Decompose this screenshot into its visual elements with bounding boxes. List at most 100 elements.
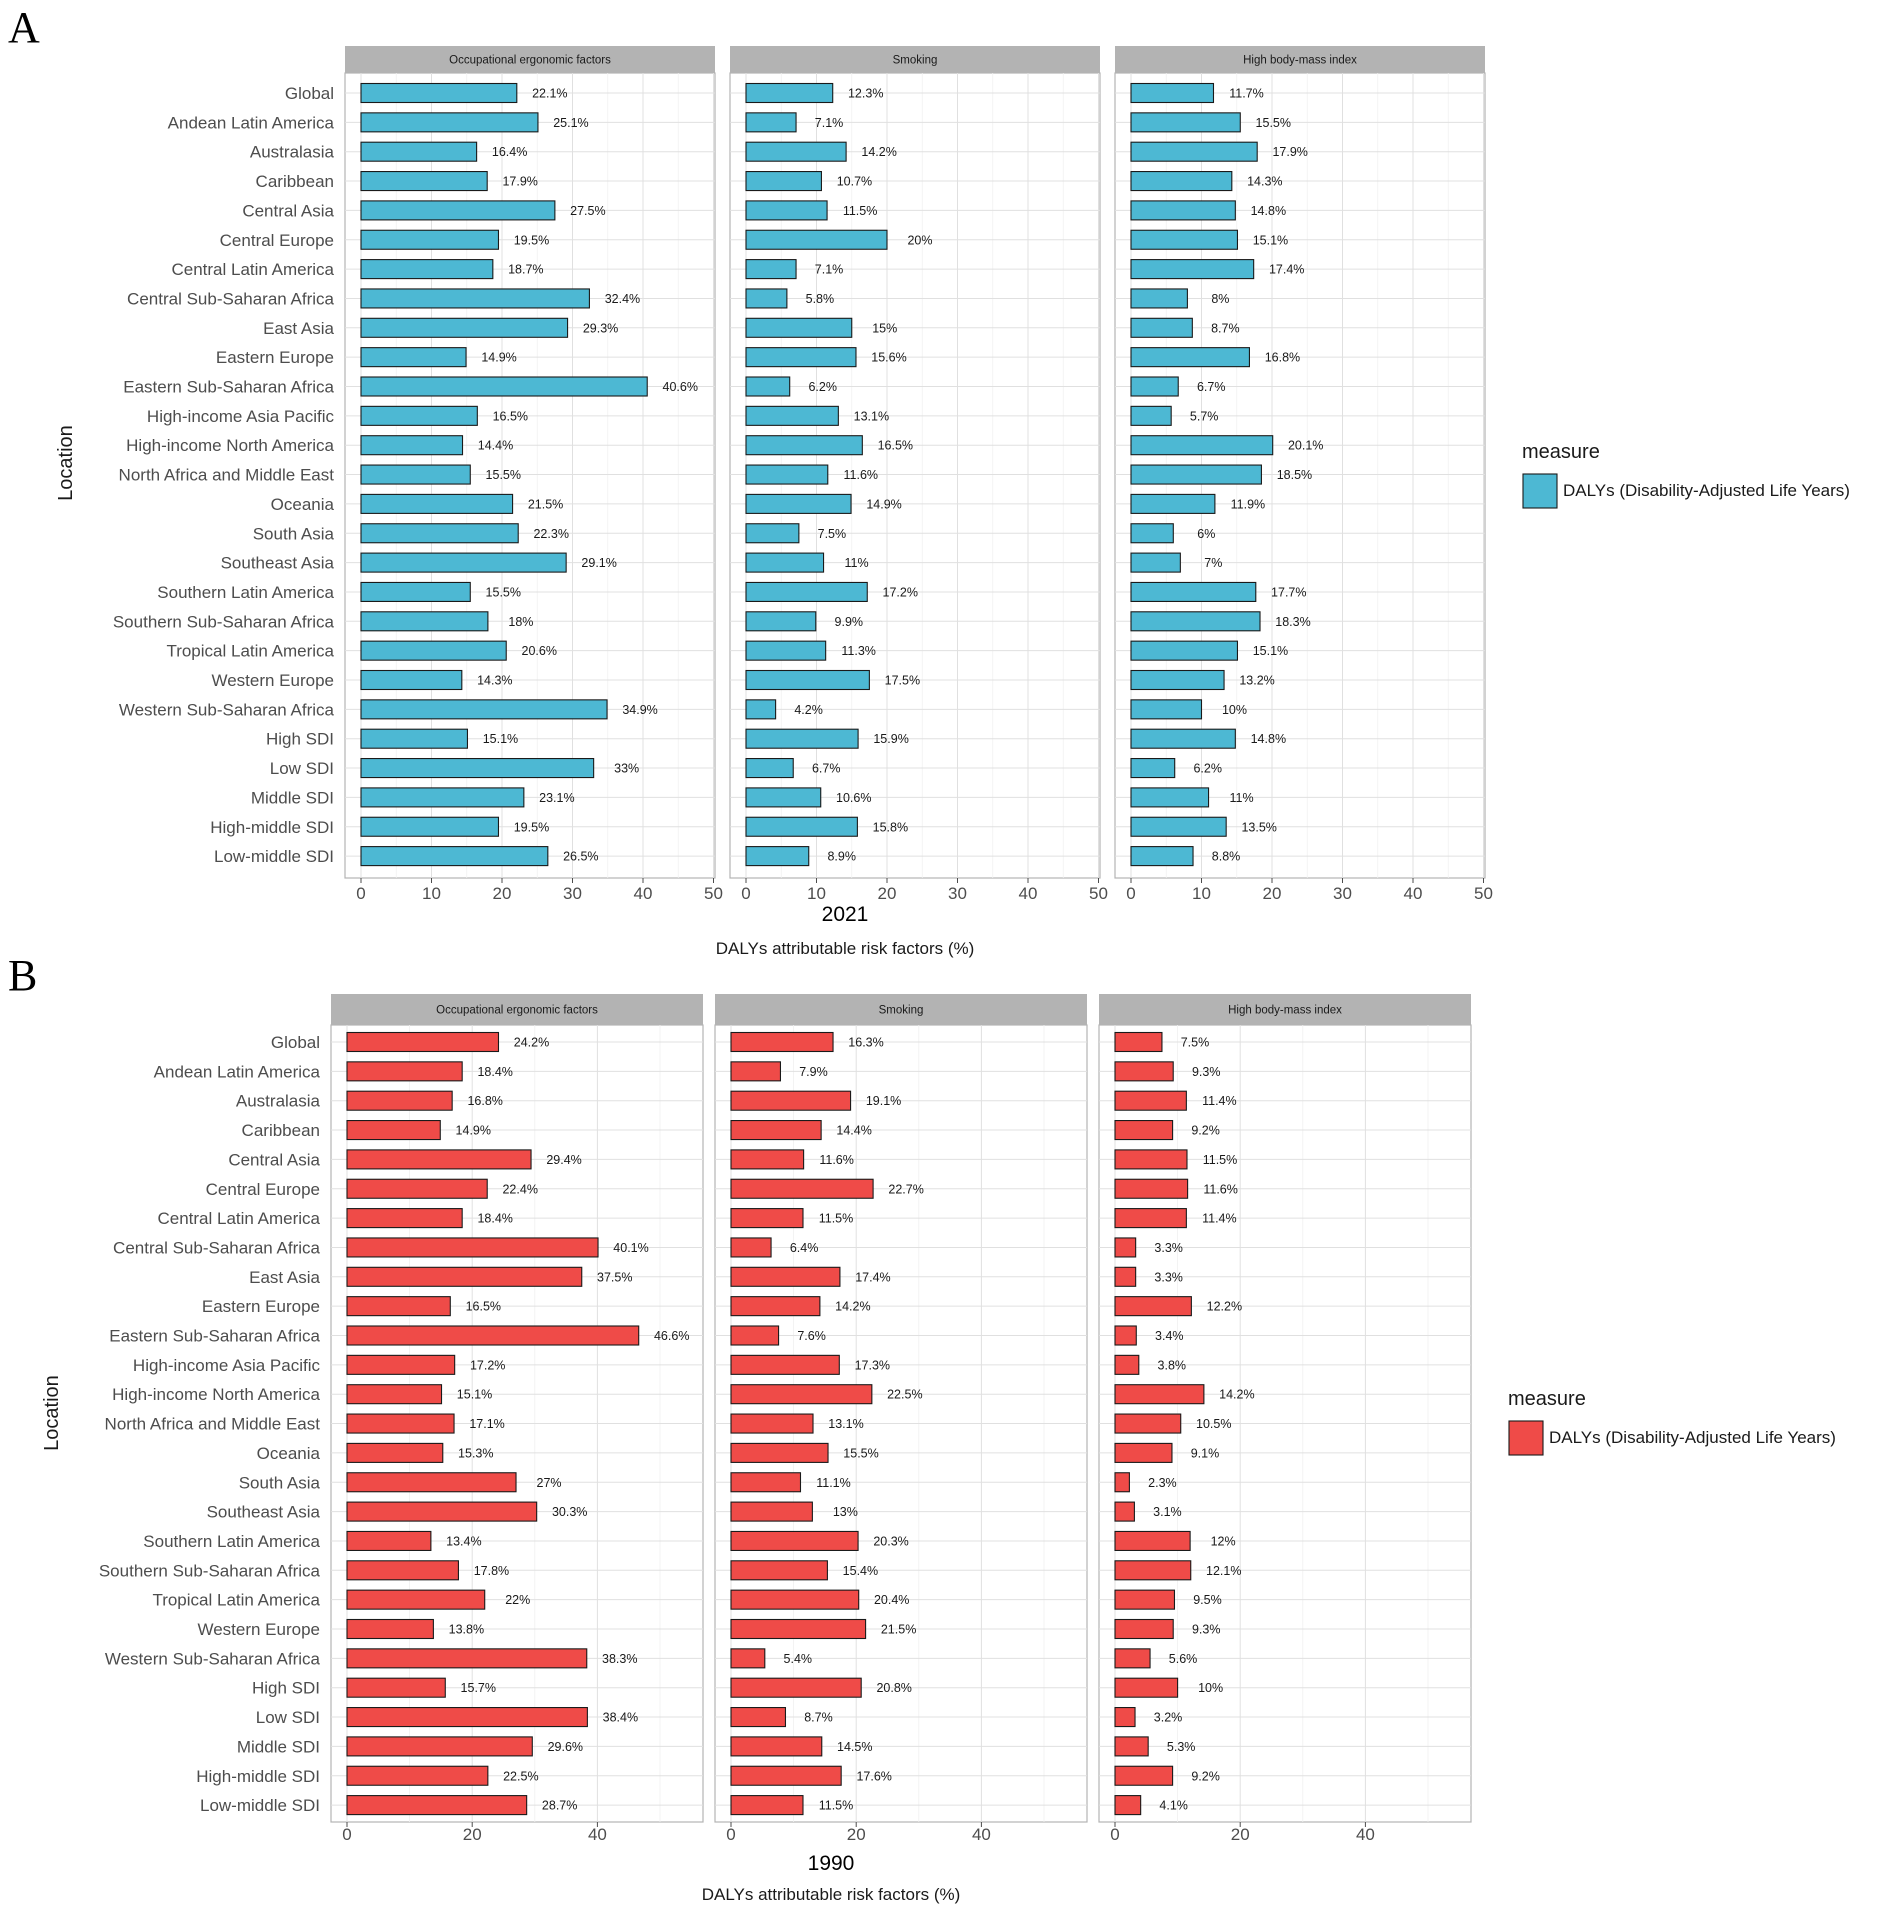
bar-value-label: 19.1% [866, 1094, 901, 1108]
year-title: 2021 [822, 903, 869, 926]
bar [1114, 1296, 1192, 1317]
bar-value-label: 15.5% [486, 585, 521, 599]
bar-value-label: 13.8% [449, 1623, 484, 1637]
bar-value-label: 15.5% [1256, 116, 1291, 130]
bar-value-label: 8% [1211, 292, 1229, 306]
bar [360, 493, 514, 514]
bar [1130, 846, 1194, 867]
y-tick-label: Southern Latin America [143, 1532, 320, 1551]
x-tick-label: 40 [1404, 884, 1423, 903]
bar [360, 112, 539, 133]
bar-value-label: 17.6% [856, 1769, 891, 1783]
bar-value-label: 29.1% [581, 556, 616, 570]
bar [730, 1795, 804, 1816]
bar [1130, 317, 1193, 338]
y-tick-label: Australasia [236, 1092, 321, 1111]
bar [1130, 523, 1174, 544]
bar [730, 1765, 842, 1786]
bar-value-label: 12.2% [1207, 1300, 1242, 1314]
bar-value-label: 9.2% [1191, 1124, 1220, 1138]
bar [346, 1413, 455, 1434]
bar-value-label: 17.7% [1271, 585, 1306, 599]
bar [745, 523, 800, 544]
bar [346, 1589, 486, 1610]
bar [745, 112, 797, 133]
bar-value-label: 6.7% [812, 762, 841, 776]
facet-strip [730, 46, 1100, 73]
x-tick-label: 30 [563, 884, 582, 903]
bar [745, 229, 888, 250]
bar [360, 846, 549, 867]
bar-value-label: 18.5% [1277, 468, 1312, 482]
bar-value-label: 17.8% [474, 1564, 509, 1578]
bar [346, 1208, 463, 1229]
bar [745, 200, 828, 221]
bar [346, 1384, 443, 1405]
bar-value-label: 14.3% [477, 674, 512, 688]
bar-value-label: 17.5% [885, 674, 920, 688]
facet-strip [1115, 46, 1485, 73]
bar-value-label: 16.5% [493, 409, 528, 423]
bar-value-label: 3.3% [1154, 1241, 1183, 1255]
y-tick-label: High-income Asia Pacific [147, 407, 335, 426]
bar [745, 141, 847, 162]
bar [745, 493, 852, 514]
bar-value-label: 3.4% [1155, 1329, 1184, 1343]
bar [360, 816, 500, 837]
bar [360, 82, 518, 104]
bar [730, 1149, 805, 1170]
bar-value-label: 46.6% [654, 1329, 689, 1343]
bar [346, 1560, 459, 1581]
facet-3: High body-mass index 0 10 20 30 40 50 11.7% 15.5… [1114, 46, 1493, 903]
bar-value-label: 3.2% [1154, 1711, 1183, 1725]
bar-value-label: 19.5% [514, 820, 549, 834]
bar-value-label: 12.1% [1206, 1564, 1241, 1578]
bar-value-label: 5.8% [806, 292, 835, 306]
bar-value-label: 22.5% [503, 1769, 538, 1783]
bar-value-label: 18.7% [508, 263, 543, 277]
bar-value-label: 26.5% [563, 850, 598, 864]
bar [730, 1266, 841, 1287]
y-tick-label: Central Latin America [171, 260, 334, 279]
bar [730, 1354, 840, 1375]
bar-value-label: 8.7% [804, 1711, 833, 1725]
bar-value-label: 20% [907, 233, 932, 247]
bar-value-label: 17.3% [855, 1358, 890, 1372]
facet-title: Occupational ergonomic factors [449, 55, 611, 67]
bar [360, 699, 608, 720]
bar-value-label: 15.9% [873, 732, 908, 746]
bar-value-label: 9.3% [1192, 1065, 1221, 1079]
bar-value-label: 13.1% [828, 1417, 863, 1431]
bar-value-label: 10.5% [1196, 1417, 1231, 1431]
x-tick-label: 10 [422, 884, 441, 903]
bar [745, 464, 829, 485]
bar-value-label: 17.9% [502, 175, 537, 189]
year-title: 1990 [808, 1852, 855, 1875]
bar [745, 699, 777, 720]
bar [1114, 1618, 1174, 1640]
bar [346, 1795, 528, 1816]
y-tick-label: Low-middle SDI [200, 1796, 320, 1815]
bar [730, 1061, 782, 1082]
bar [1114, 1266, 1137, 1287]
bar [1114, 1472, 1130, 1493]
y-tick-label: Global [285, 84, 334, 103]
bar [730, 1120, 822, 1141]
bar [1130, 435, 1274, 456]
bar [360, 141, 478, 162]
bar-value-label: 5.4% [784, 1652, 813, 1666]
bar [730, 1031, 834, 1053]
y-tick-label: East Asia [263, 319, 334, 338]
bar-value-label: 15.1% [1253, 233, 1288, 247]
panel-letter: A [8, 3, 40, 52]
bar-value-label: 15.5% [486, 468, 521, 482]
bar-value-label: 29.6% [548, 1740, 583, 1754]
x-tick-label: 20 [493, 884, 512, 903]
bar [1130, 728, 1236, 749]
bar-value-label: 12% [1211, 1534, 1236, 1548]
bar-value-label: 20.4% [874, 1593, 909, 1607]
bar [346, 1677, 446, 1698]
bar [360, 611, 489, 632]
bar [1114, 1560, 1192, 1581]
